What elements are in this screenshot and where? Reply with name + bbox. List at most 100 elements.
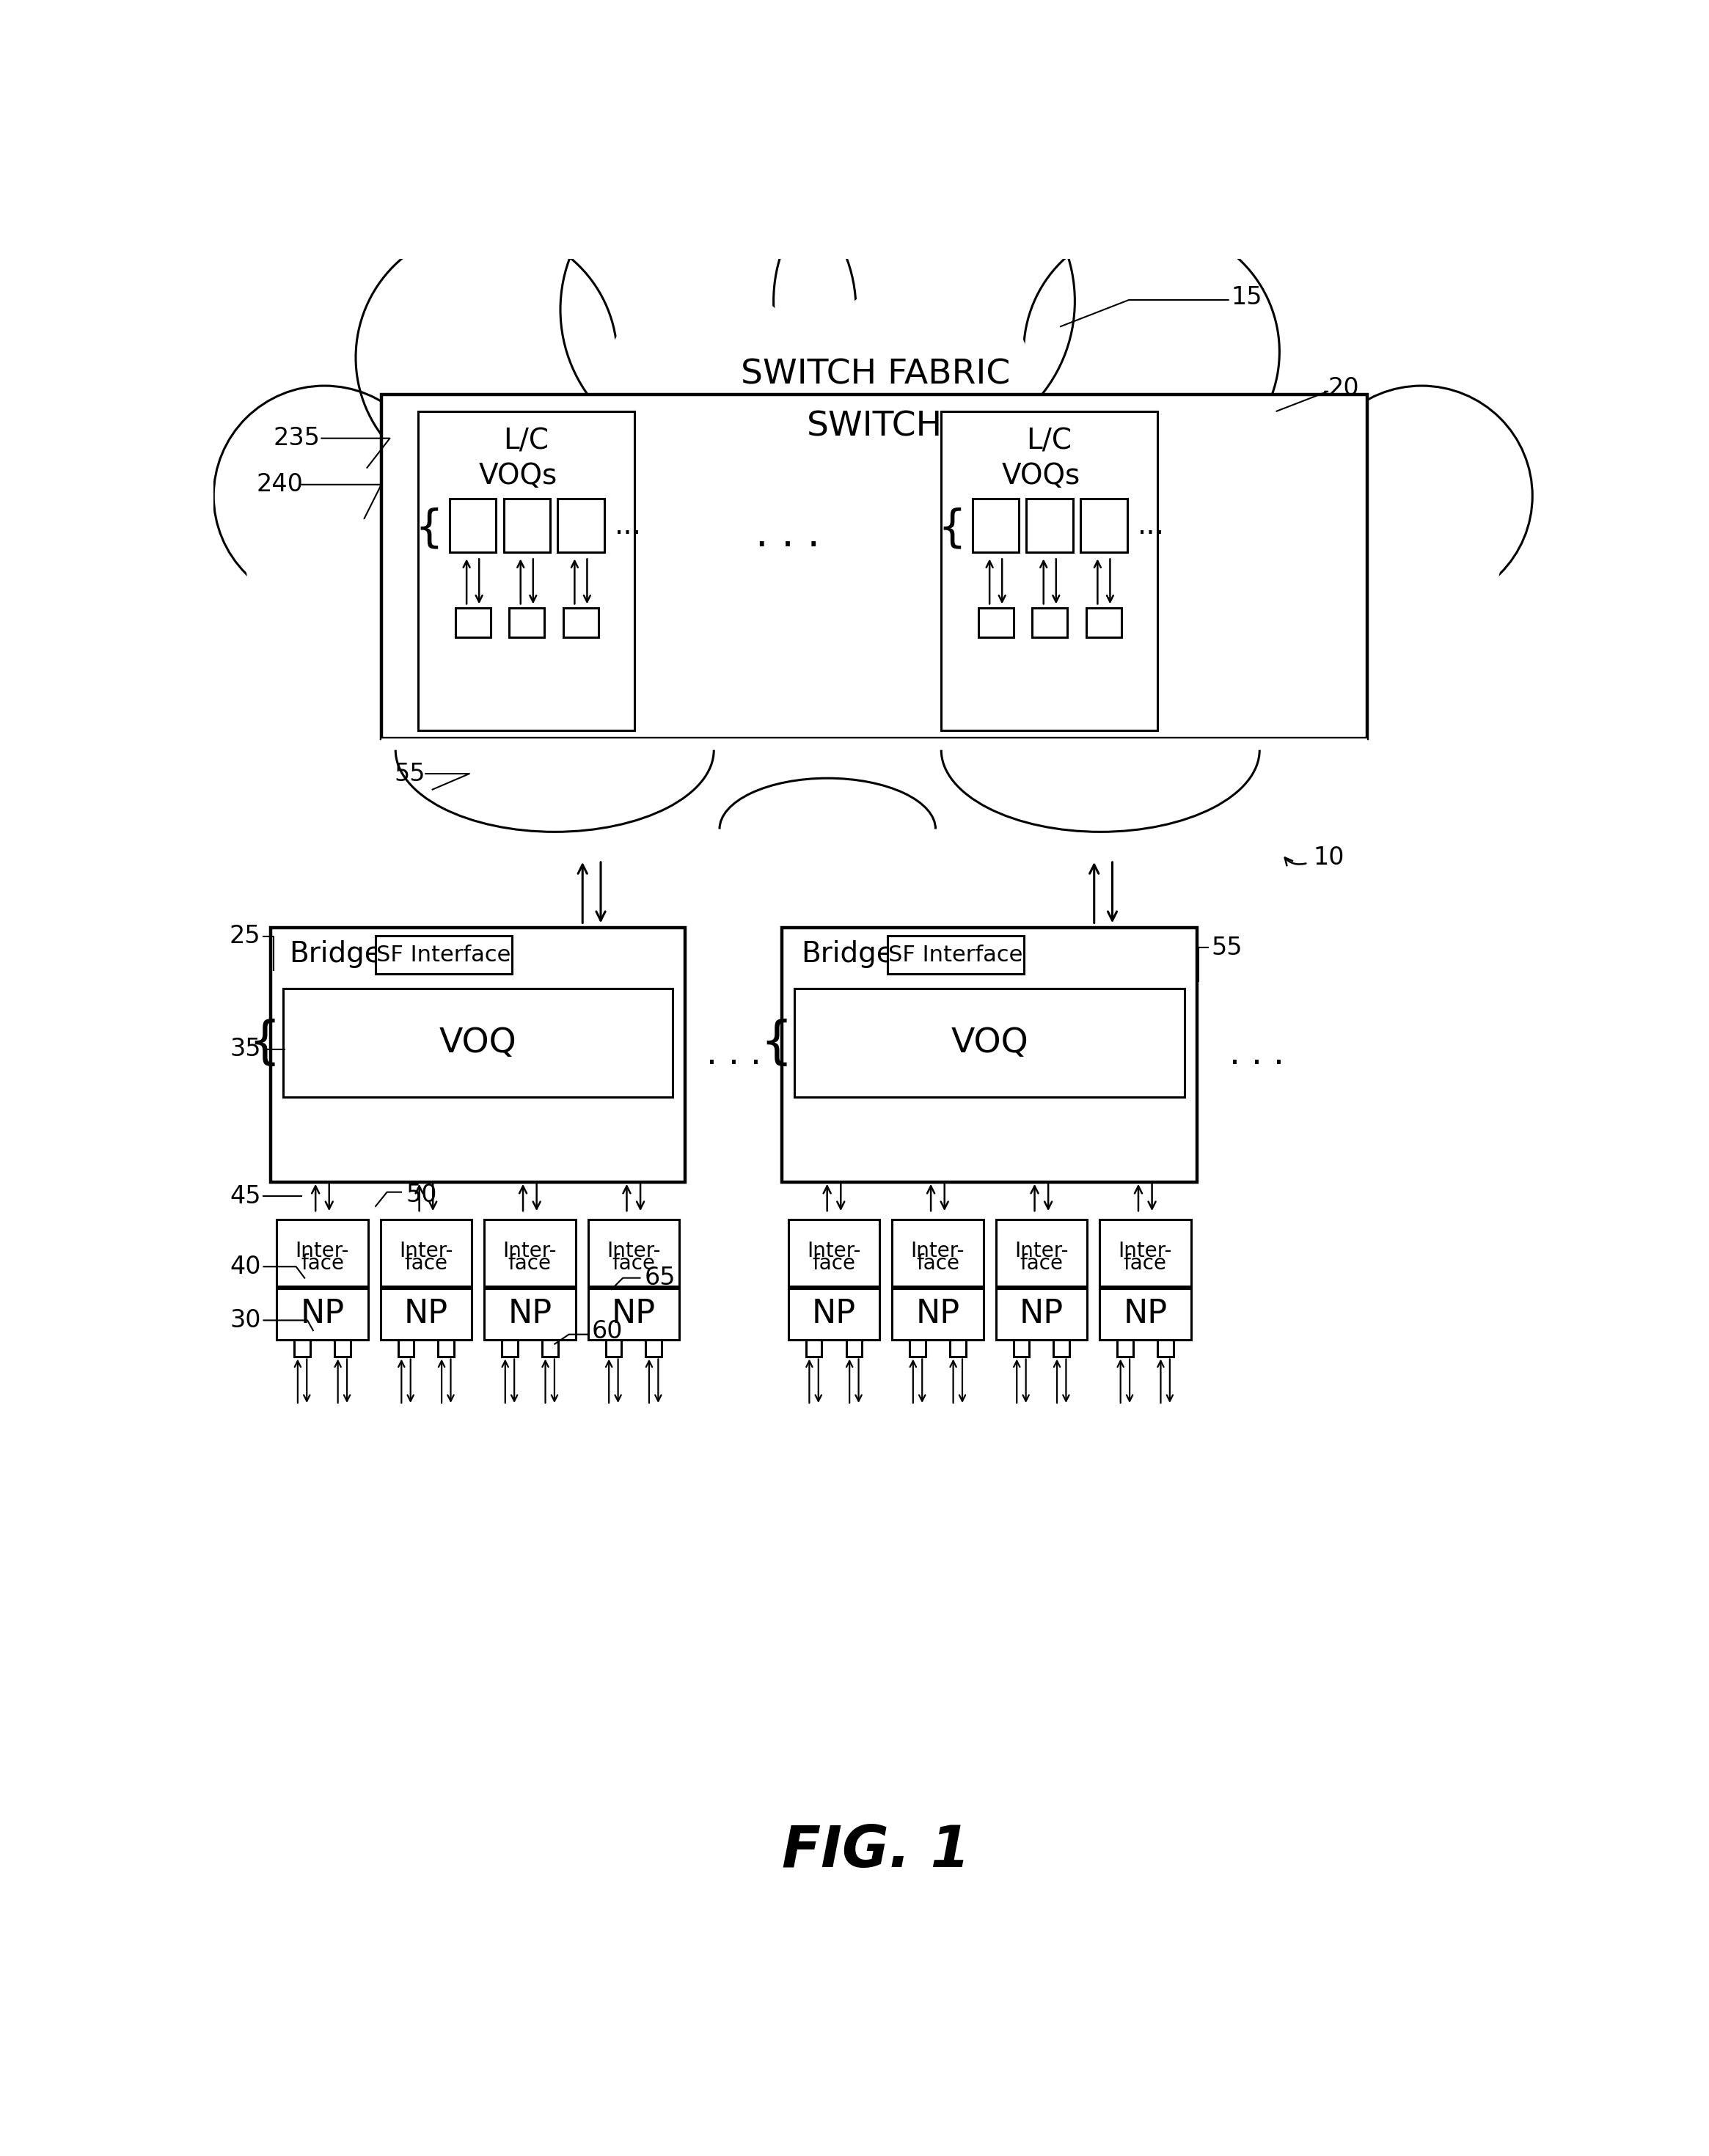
Text: ...: ...	[614, 511, 641, 539]
Text: NP: NP	[916, 1298, 960, 1330]
Ellipse shape	[347, 433, 1405, 705]
Bar	[502, 1341, 518, 1356]
Text: 240: 240	[256, 472, 302, 496]
Circle shape	[393, 336, 581, 522]
Circle shape	[815, 276, 1032, 492]
Bar	[892, 1287, 983, 1341]
Bar	[455, 608, 490, 638]
Bar	[484, 1287, 576, 1341]
Bar	[381, 740, 1367, 778]
Bar	[588, 1287, 678, 1341]
Bar	[1099, 1220, 1191, 1287]
Text: 45: 45	[229, 1184, 261, 1207]
Circle shape	[355, 229, 617, 487]
Circle shape	[244, 476, 405, 636]
Circle shape	[214, 386, 436, 606]
Bar	[783, 927, 1196, 1181]
Text: FIG. 1: FIG. 1	[781, 1824, 971, 1878]
Text: SF Interface: SF Interface	[376, 944, 511, 966]
Bar	[605, 1341, 622, 1356]
Bar	[1013, 1341, 1029, 1356]
Bar	[438, 1341, 455, 1356]
Bar	[557, 498, 605, 552]
Bar	[270, 927, 685, 1181]
Text: face: face	[916, 1253, 959, 1274]
Text: Inter-: Inter-	[1118, 1240, 1172, 1261]
Bar	[795, 990, 1184, 1097]
Bar	[972, 498, 1019, 552]
Text: face: face	[1020, 1253, 1063, 1274]
Bar	[509, 608, 545, 638]
Text: SWITCH: SWITCH	[807, 410, 942, 442]
Text: face: face	[812, 1253, 856, 1274]
Text: VOQs: VOQs	[479, 461, 557, 489]
Text: VOQ: VOQ	[950, 1026, 1029, 1059]
Bar	[504, 498, 550, 552]
Text: 30: 30	[229, 1309, 261, 1332]
Text: 15: 15	[1230, 285, 1263, 308]
Text: Inter-: Inter-	[607, 1240, 660, 1261]
Bar	[1080, 498, 1128, 552]
Text: {: {	[938, 507, 966, 550]
Bar	[484, 1220, 576, 1287]
Text: face: face	[1123, 1253, 1167, 1274]
Text: 60: 60	[591, 1319, 622, 1343]
Text: NP: NP	[812, 1298, 856, 1330]
Bar	[449, 498, 496, 552]
Text: face: face	[301, 1253, 344, 1274]
Text: {: {	[761, 1018, 793, 1067]
Text: Inter-: Inter-	[807, 1240, 861, 1261]
Bar	[1032, 608, 1068, 638]
Bar	[887, 936, 1024, 975]
Bar	[646, 1341, 661, 1356]
Bar	[1099, 1287, 1191, 1341]
Text: NP: NP	[508, 1298, 552, 1330]
Bar	[996, 1287, 1087, 1341]
Text: VOQ: VOQ	[439, 1026, 516, 1059]
Text: 50: 50	[405, 1184, 438, 1207]
Text: 20: 20	[1328, 377, 1359, 401]
Text: Inter-: Inter-	[911, 1240, 964, 1261]
Text: 235: 235	[273, 427, 320, 451]
Text: Bridge: Bridge	[802, 940, 894, 968]
Bar	[1087, 608, 1121, 638]
Bar	[398, 1341, 414, 1356]
Bar	[1157, 1341, 1172, 1356]
Text: 10: 10	[1314, 845, 1345, 869]
Text: NP: NP	[1123, 1298, 1167, 1330]
Text: VOQs: VOQs	[1001, 461, 1080, 489]
Bar	[1027, 498, 1073, 552]
Ellipse shape	[410, 466, 1342, 683]
Circle shape	[774, 151, 1075, 451]
Text: . . .: . . .	[706, 1039, 761, 1072]
Text: {: {	[248, 1018, 280, 1067]
Text: . . .: . . .	[1229, 1039, 1283, 1072]
Text: Bridge: Bridge	[289, 940, 383, 968]
Text: NP: NP	[1019, 1298, 1063, 1330]
Bar	[978, 608, 1013, 638]
Text: face: face	[405, 1253, 448, 1274]
Circle shape	[1342, 476, 1502, 636]
Bar	[381, 395, 1367, 740]
Bar	[277, 1287, 367, 1341]
Text: 35: 35	[229, 1037, 261, 1061]
Ellipse shape	[385, 453, 1367, 699]
Text: face: face	[612, 1253, 655, 1274]
Bar	[381, 1287, 472, 1341]
Text: 55: 55	[1212, 936, 1242, 959]
Text: Inter-: Inter-	[502, 1240, 557, 1261]
Text: Inter-: Inter-	[400, 1240, 453, 1261]
Bar	[335, 1341, 350, 1356]
Circle shape	[1060, 330, 1244, 513]
Bar	[277, 1220, 367, 1287]
Text: 25: 25	[229, 925, 261, 949]
Bar	[788, 1287, 880, 1341]
Bar	[950, 1341, 966, 1356]
Bar	[909, 1341, 926, 1356]
Bar	[892, 1220, 983, 1287]
Text: SF Interface: SF Interface	[889, 944, 1022, 966]
Text: 40: 40	[229, 1255, 261, 1279]
Bar	[846, 1341, 861, 1356]
Bar	[294, 1341, 311, 1356]
Bar	[284, 990, 673, 1097]
